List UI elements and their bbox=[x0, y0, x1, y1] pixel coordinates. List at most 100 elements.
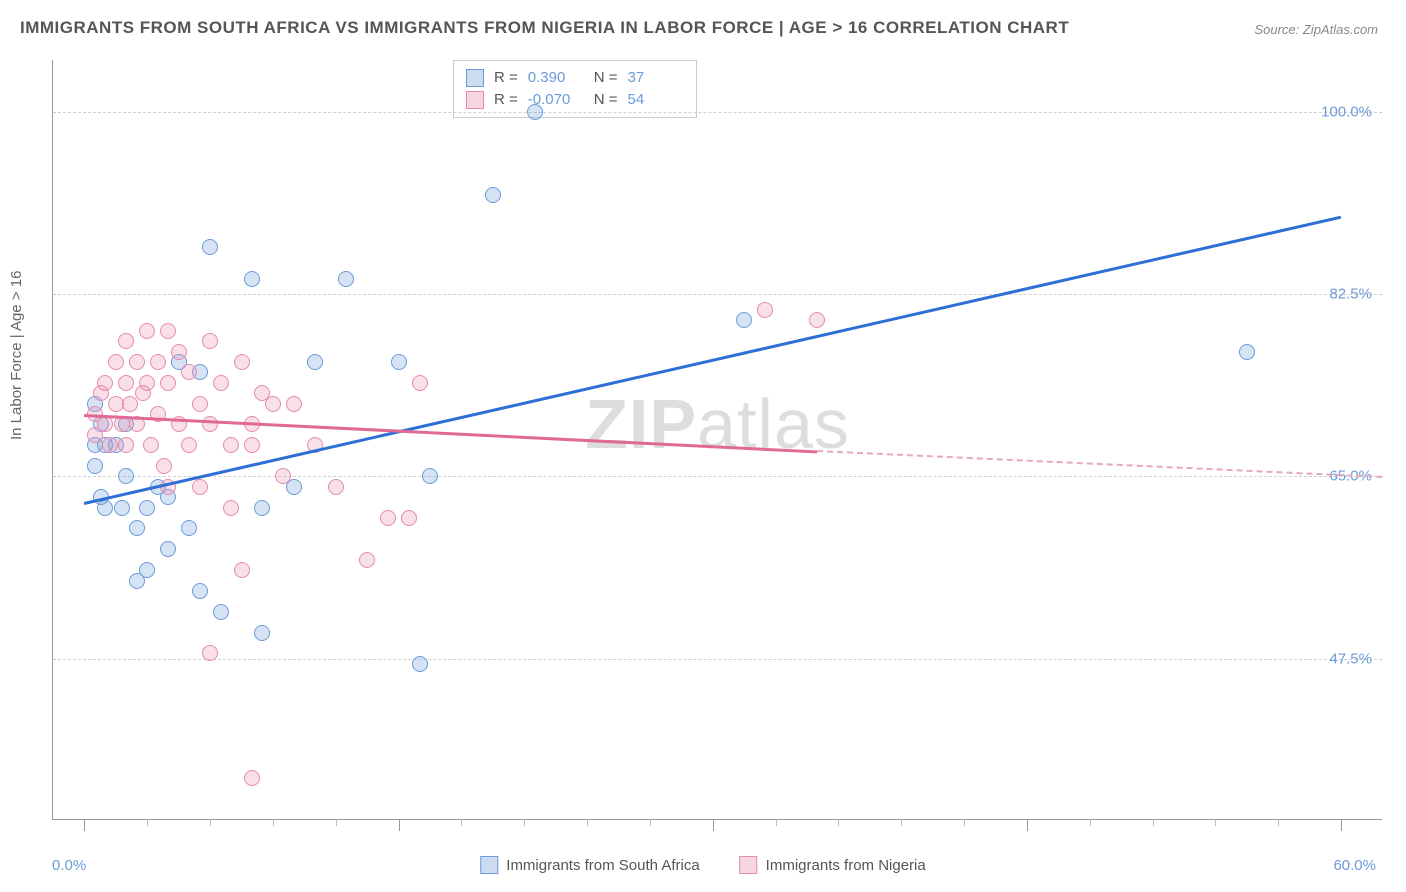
x-tick-minor bbox=[273, 819, 274, 826]
gridline bbox=[53, 112, 1382, 113]
x-tick-minor bbox=[461, 819, 462, 826]
scatter-point bbox=[143, 437, 159, 453]
legend-item: Immigrants from Nigeria bbox=[740, 856, 926, 874]
scatter-point bbox=[160, 541, 176, 557]
x-tick-minor bbox=[901, 819, 902, 826]
scatter-point bbox=[129, 520, 145, 536]
scatter-point bbox=[192, 583, 208, 599]
scatter-point bbox=[1239, 344, 1255, 360]
x-tick-minor bbox=[650, 819, 651, 826]
r-label: R = bbox=[494, 89, 518, 111]
y-tick-label: 82.5% bbox=[1329, 286, 1372, 303]
x-tick-minor bbox=[964, 819, 965, 826]
x-tick-minor bbox=[147, 819, 148, 826]
scatter-point bbox=[202, 645, 218, 661]
scatter-point bbox=[156, 458, 172, 474]
scatter-point bbox=[527, 104, 543, 120]
trend-line bbox=[817, 450, 1383, 478]
scatter-point bbox=[139, 500, 155, 516]
scatter-point bbox=[223, 500, 239, 516]
scatter-point bbox=[244, 770, 260, 786]
scatter-point bbox=[202, 239, 218, 255]
scatter-point bbox=[139, 323, 155, 339]
x-tick-major bbox=[713, 819, 714, 831]
x-tick-major bbox=[1027, 819, 1028, 831]
n-value: 54 bbox=[628, 89, 684, 111]
scatter-point bbox=[338, 271, 354, 287]
gridline bbox=[53, 476, 1382, 477]
x-tick-minor bbox=[524, 819, 525, 826]
scatter-point bbox=[213, 375, 229, 391]
scatter-point bbox=[254, 625, 270, 641]
gridline bbox=[53, 659, 1382, 660]
scatter-point bbox=[234, 562, 250, 578]
scatter-point bbox=[736, 312, 752, 328]
scatter-point bbox=[244, 437, 260, 453]
scatter-point bbox=[412, 656, 428, 672]
scatter-point bbox=[108, 396, 124, 412]
scatter-point bbox=[380, 510, 396, 526]
stats-box: R =0.390N =37R =-0.070N =54 bbox=[453, 60, 697, 118]
scatter-point bbox=[192, 479, 208, 495]
scatter-point bbox=[118, 333, 134, 349]
legend-swatch bbox=[480, 856, 498, 874]
r-value: 0.390 bbox=[528, 67, 584, 89]
n-label: N = bbox=[594, 67, 618, 89]
scatter-point bbox=[181, 437, 197, 453]
y-tick-label: 100.0% bbox=[1321, 104, 1372, 121]
x-tick-minor bbox=[1153, 819, 1154, 826]
scatter-point bbox=[139, 375, 155, 391]
legend-bottom: Immigrants from South Africa Immigrants f… bbox=[480, 856, 925, 874]
scatter-point bbox=[114, 416, 130, 432]
scatter-point bbox=[118, 375, 134, 391]
plot-area: ZIPatlas R =0.390N =37R =-0.070N =54 47.… bbox=[52, 60, 1382, 820]
x-tick-minor bbox=[776, 819, 777, 826]
scatter-point bbox=[265, 396, 281, 412]
scatter-point bbox=[97, 500, 113, 516]
scatter-point bbox=[192, 396, 208, 412]
legend-swatch bbox=[740, 856, 758, 874]
scatter-point bbox=[254, 500, 270, 516]
source-label: Source: ZipAtlas.com bbox=[1254, 22, 1378, 37]
scatter-point bbox=[223, 437, 239, 453]
x-tick-minor bbox=[587, 819, 588, 826]
scatter-point bbox=[181, 520, 197, 536]
x-tick-major bbox=[1341, 819, 1342, 831]
y-axis-label: In Labor Force | Age > 16 bbox=[8, 271, 25, 440]
scatter-point bbox=[391, 354, 407, 370]
scatter-point bbox=[150, 354, 166, 370]
chart-title: IMMIGRANTS FROM SOUTH AFRICA VS IMMIGRAN… bbox=[20, 18, 1069, 38]
scatter-point bbox=[757, 302, 773, 318]
x-tick-major bbox=[399, 819, 400, 831]
scatter-point bbox=[102, 437, 118, 453]
stats-row: R =0.390N =37 bbox=[466, 67, 684, 89]
legend-label: Immigrants from Nigeria bbox=[766, 857, 926, 874]
scatter-point bbox=[114, 500, 130, 516]
stats-row: R =-0.070N =54 bbox=[466, 89, 684, 111]
scatter-point bbox=[202, 416, 218, 432]
x-axis-max-label: 60.0% bbox=[1333, 857, 1376, 874]
scatter-point bbox=[97, 375, 113, 391]
scatter-point bbox=[412, 375, 428, 391]
scatter-point bbox=[359, 552, 375, 568]
scatter-point bbox=[160, 323, 176, 339]
x-tick-minor bbox=[838, 819, 839, 826]
scatter-point bbox=[307, 354, 323, 370]
scatter-point bbox=[139, 562, 155, 578]
scatter-point bbox=[118, 437, 134, 453]
scatter-point bbox=[171, 344, 187, 360]
r-label: R = bbox=[494, 67, 518, 89]
legend-swatch bbox=[466, 91, 484, 109]
scatter-point bbox=[97, 416, 113, 432]
scatter-point bbox=[275, 468, 291, 484]
gridline bbox=[53, 294, 1382, 295]
scatter-point bbox=[202, 333, 218, 349]
scatter-point bbox=[213, 604, 229, 620]
x-axis-min-label: 0.0% bbox=[52, 857, 86, 874]
y-tick-label: 47.5% bbox=[1329, 650, 1372, 667]
legend-swatch bbox=[466, 69, 484, 87]
legend-item: Immigrants from South Africa bbox=[480, 856, 699, 874]
trend-line bbox=[84, 216, 1341, 505]
x-tick-minor bbox=[336, 819, 337, 826]
x-tick-minor bbox=[1278, 819, 1279, 826]
